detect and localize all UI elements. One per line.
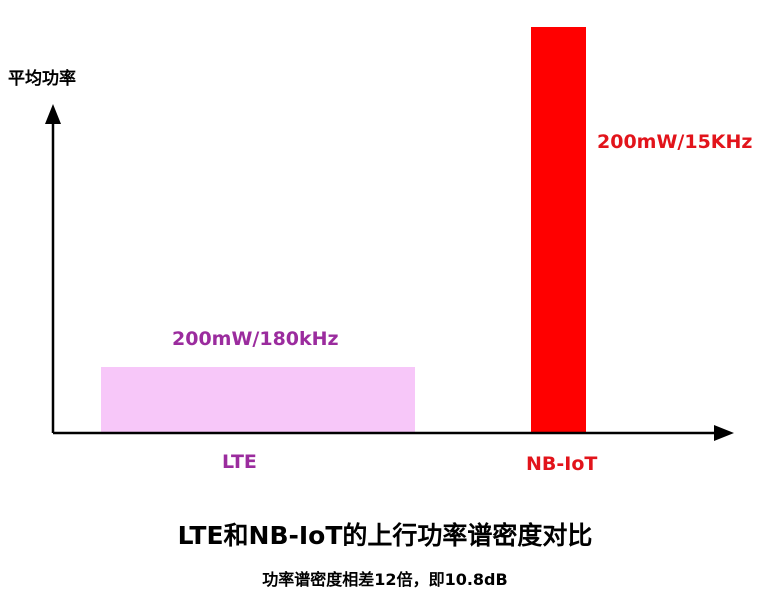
x-axis-arrow-icon [714,425,734,441]
diagram-subtitle: 功率谱密度相差12倍，即10.8dB [262,570,508,589]
nb-iot-value-label: 200mW/15KHz [597,131,753,153]
nb-iot-category-label: NB-IoT [526,453,598,475]
lte-category-label: LTE [222,451,257,473]
lte-bar [101,367,415,433]
lte-value-label: 200mW/180kHz [172,328,339,350]
nb-iot-bar [531,27,586,433]
y-axis-arrow-icon [45,104,61,124]
y-axis-label: 平均功率 [8,69,76,89]
diagram-title: LTE和NB-IoT的上行功率谱密度对比 [177,521,593,550]
